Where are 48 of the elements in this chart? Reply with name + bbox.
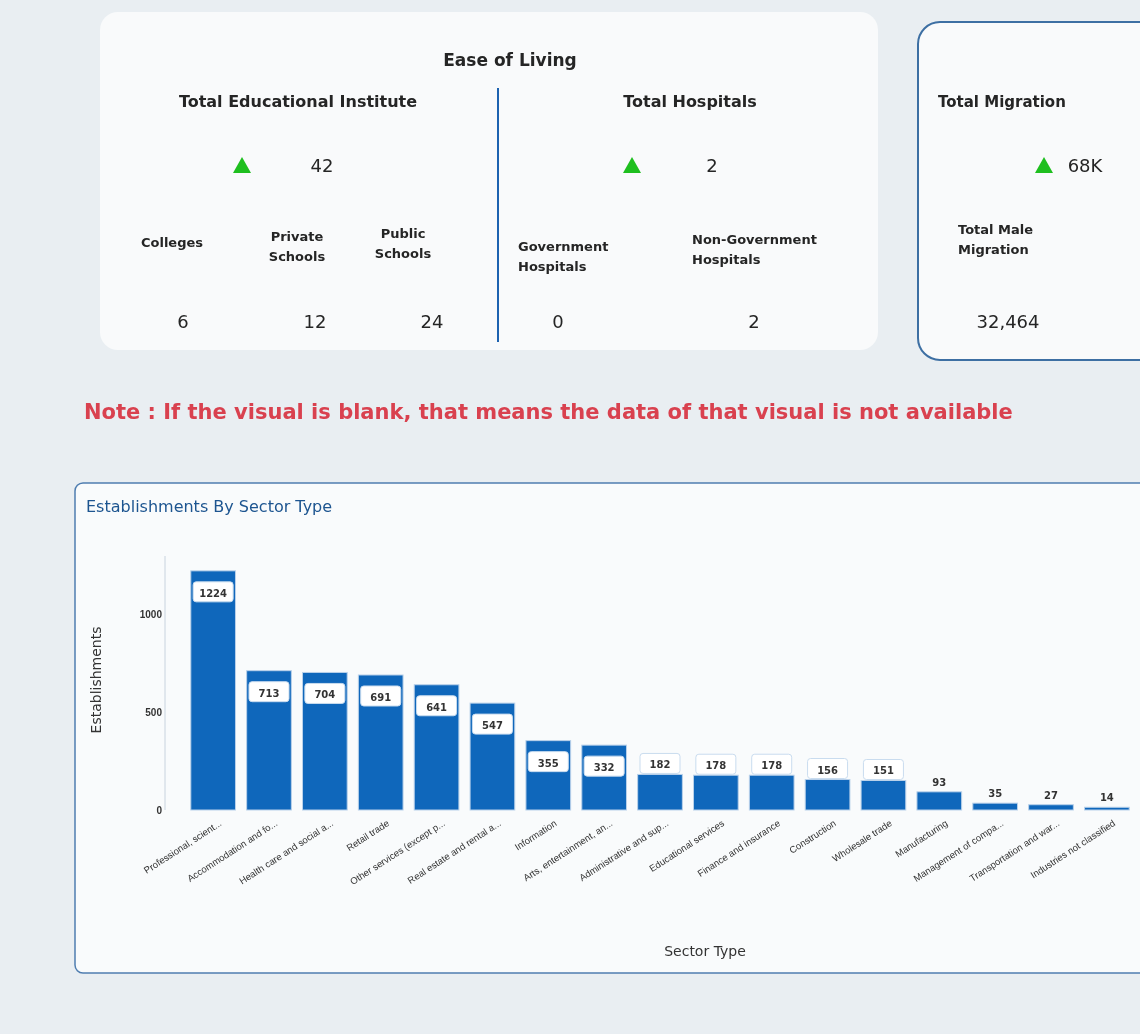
data-label: 24 [420, 311, 444, 332]
data-label: 691 [370, 691, 392, 703]
bar [916, 791, 963, 811]
data-label: 332 [593, 762, 615, 774]
text: Note : If the visual is blank, that means the data of that visual is not available [84, 400, 1013, 424]
data-label: 182 [649, 759, 671, 771]
chart-title: Establishments By Sector Type [86, 497, 333, 516]
data-label: 704 [314, 689, 336, 701]
data-label: 42 [310, 155, 334, 176]
data-label: 641 [426, 701, 448, 713]
category-label: Public Schools [374, 226, 432, 261]
data-label: 178 [761, 760, 783, 772]
data-label: 2 [748, 311, 760, 332]
data-label: 27 [1044, 789, 1058, 801]
category-label: Non-Government Hospitals [692, 232, 817, 267]
bar [1084, 806, 1130, 811]
data-label: 35 [988, 788, 1003, 800]
bar [972, 802, 1018, 811]
data-label: 12 [303, 311, 327, 332]
data-label: 1224 [199, 587, 228, 599]
category-label: Total Educational Institute [178, 92, 418, 111]
category-label: Private Schools [268, 229, 326, 264]
data-label: 93 [932, 776, 947, 788]
data-label: 178 [705, 760, 727, 772]
y-tick-label: 500 [145, 707, 163, 719]
category-label: Government Hospitals [518, 239, 609, 274]
data-label: 547 [481, 720, 503, 732]
data-label: 355 [537, 757, 559, 769]
y-tick-label: 0 [156, 804, 163, 816]
category-label: Total Hospitals [623, 92, 757, 111]
data-label: 2 [706, 155, 718, 176]
bar [1028, 804, 1074, 811]
category-label: Colleges [140, 235, 204, 250]
data-label: 68K [1067, 155, 1104, 176]
category-label: Total Male Migration [958, 222, 1034, 257]
y-tick-label: 1000 [139, 609, 163, 621]
data-label: 156 [817, 764, 839, 776]
category-label: Total Migration [938, 93, 1066, 111]
x-axis-title: Sector Type [664, 943, 746, 959]
y-axis-title: Establishments [88, 626, 104, 734]
data-label: 713 [258, 687, 280, 699]
data-label: 151 [872, 765, 894, 777]
bar [190, 570, 236, 811]
text: Ease of Living [443, 50, 577, 70]
data-label: 0 [552, 311, 564, 332]
data-label: 32,464 [976, 311, 1040, 332]
data-label: 6 [177, 311, 189, 332]
data-label: 14 [1099, 792, 1114, 804]
